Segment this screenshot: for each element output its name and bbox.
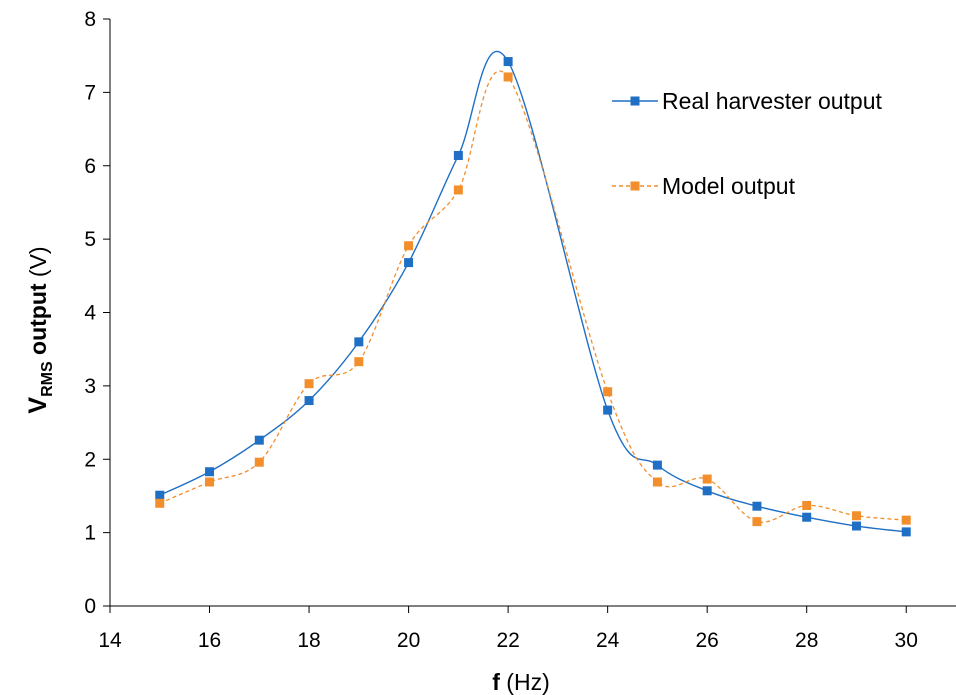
data-point bbox=[802, 512, 812, 522]
legend-marker bbox=[630, 181, 640, 191]
y-tick-label: 6 bbox=[84, 155, 96, 178]
data-point bbox=[503, 57, 513, 67]
data-point bbox=[603, 387, 613, 397]
y-axis-title-bold: output bbox=[25, 283, 51, 361]
y-axis-title: VRMS output (V) bbox=[24, 246, 56, 413]
x-tick-label: 22 bbox=[496, 629, 519, 652]
data-point bbox=[304, 379, 314, 389]
data-point bbox=[901, 527, 911, 537]
data-point bbox=[254, 435, 264, 445]
x-tick-label: 28 bbox=[795, 629, 818, 652]
legend-label: Model output bbox=[662, 173, 796, 199]
legend-item: Real harvester output bbox=[612, 88, 883, 114]
y-axis-title-rest: (V) bbox=[25, 246, 51, 283]
data-point bbox=[354, 357, 364, 367]
data-point bbox=[652, 460, 662, 470]
series-line bbox=[159, 70, 907, 523]
x-tick-label: 24 bbox=[596, 629, 620, 652]
y-tick-label: 3 bbox=[84, 375, 96, 398]
data-point bbox=[404, 258, 414, 268]
x-tick-label: 26 bbox=[695, 629, 718, 652]
data-point bbox=[205, 477, 215, 487]
y-tick-label: 4 bbox=[84, 302, 96, 325]
data-point bbox=[404, 241, 414, 251]
y-axis-title-sub: RMS bbox=[39, 361, 56, 397]
x-tick-label: 30 bbox=[895, 629, 918, 652]
series-real-harvester-output bbox=[155, 50, 911, 537]
series-line bbox=[159, 50, 907, 533]
data-point bbox=[503, 72, 513, 82]
legend-marker bbox=[630, 96, 640, 106]
data-point bbox=[851, 511, 861, 521]
series-layer bbox=[155, 50, 911, 537]
x-axis-title: f (Hz) bbox=[492, 669, 550, 695]
data-point bbox=[603, 405, 613, 415]
y-tick-label: 0 bbox=[84, 595, 96, 618]
series-model-output bbox=[155, 70, 911, 527]
data-point bbox=[453, 150, 463, 160]
data-point bbox=[155, 498, 165, 508]
data-point bbox=[752, 501, 762, 511]
data-point bbox=[652, 477, 662, 487]
data-point bbox=[155, 490, 165, 500]
x-tick-label: 14 bbox=[98, 629, 122, 652]
legend-item: Model output bbox=[612, 173, 796, 199]
y-tick-label: 2 bbox=[84, 448, 96, 471]
x-tick-label: 20 bbox=[397, 629, 420, 652]
x-axis-title-rest: (Hz) bbox=[500, 669, 550, 695]
x-tick-label: 16 bbox=[198, 629, 221, 652]
legend: Real harvester output Model output bbox=[612, 88, 883, 199]
data-point bbox=[702, 486, 712, 496]
x-tick-label: 18 bbox=[297, 629, 320, 652]
y-tick-label: 8 bbox=[84, 8, 96, 31]
data-point bbox=[752, 517, 762, 527]
data-point bbox=[802, 500, 812, 510]
data-point bbox=[851, 521, 861, 531]
data-point bbox=[254, 457, 264, 467]
y-tick-label: 5 bbox=[84, 228, 96, 251]
legend-label: Real harvester output bbox=[662, 88, 883, 114]
y-tick-label: 7 bbox=[84, 81, 96, 104]
data-point bbox=[304, 396, 314, 406]
y-axis-title-main: V bbox=[24, 397, 52, 414]
data-point bbox=[901, 515, 911, 525]
data-point bbox=[205, 467, 215, 477]
data-point bbox=[453, 185, 463, 195]
data-point bbox=[354, 337, 364, 347]
x-axis-title-bold: f bbox=[492, 669, 500, 695]
y-tick-label: 1 bbox=[84, 522, 96, 545]
data-point bbox=[702, 474, 712, 484]
axes: 0 1 2 3 4 5 6 7 8 14 16 18 20 22 24 26 28 30 bbox=[84, 8, 956, 652]
